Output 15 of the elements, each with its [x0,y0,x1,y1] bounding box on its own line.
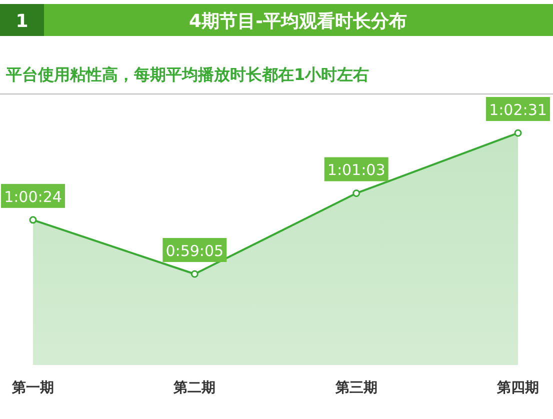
point [514,129,522,137]
data-label: 1:02:31 [489,101,547,119]
data-label: 1:00:24 [4,188,62,206]
data-label: 1:01:03 [327,161,386,180]
point [190,270,198,278]
x-tick-label: 第二期 [172,380,216,396]
data-label: 0:59:05 [166,242,224,260]
x-tick-label: 第四期 [496,380,539,396]
point [352,189,360,197]
x-tick-label: 第一期 [11,380,54,396]
chart-title: 4期节目-平均观看时长分布 [189,11,407,32]
text: 1 [16,11,28,32]
chart-subtitle: 平台使用粘性高，每期平均播放时长都在1小时左右 [5,65,370,84]
point [29,216,37,224]
x-tick-label: 第三期 [334,380,378,396]
